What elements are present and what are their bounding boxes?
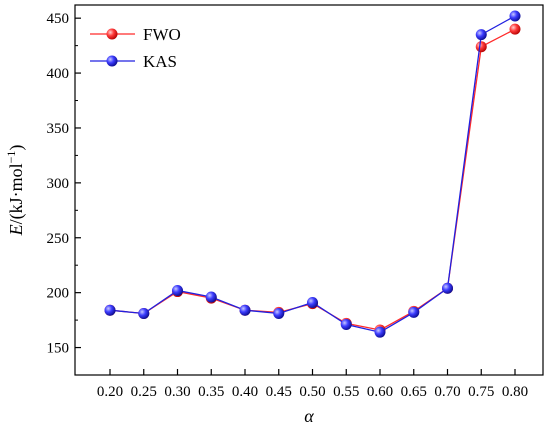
x-tick-label: 0.60: [367, 384, 393, 400]
data-point: [138, 308, 150, 320]
y-tick-label: 350: [47, 121, 70, 137]
data-point: [442, 282, 453, 294]
y-axis-title: E/(kJ·mol−1): [4, 145, 27, 237]
data-point: [172, 284, 183, 296]
y-tick-label: 450: [47, 11, 70, 27]
y-tick-label: 250: [47, 231, 70, 247]
x-tick-label: 0.35: [198, 384, 224, 400]
x-tick-label: 0.70: [434, 384, 460, 400]
data-point: [239, 304, 251, 316]
y-tick-label: 150: [47, 341, 70, 357]
y-tick-label: 300: [47, 176, 70, 192]
series-line: [109, 28, 516, 331]
data-point: [509, 10, 521, 22]
data-point: [374, 326, 386, 338]
x-tick-label: 0.30: [164, 384, 190, 400]
data-point: [509, 23, 521, 35]
plot-frame: [74, 4, 544, 376]
legend: FWO KAS: [90, 25, 181, 71]
series-kas: [104, 10, 521, 338]
data-point: [340, 318, 352, 330]
plot-area: [74, 4, 544, 376]
legend-label: FWO: [143, 25, 181, 44]
data-point: [104, 304, 116, 316]
data-point: [475, 29, 487, 41]
legend-marker: [106, 55, 118, 67]
data-point: [273, 308, 285, 320]
y-axis: 150 200 250 300 350 400 450: [47, 11, 81, 357]
x-tick-label: 0.40: [232, 384, 258, 400]
x-axis-title: α: [304, 406, 314, 426]
data-point: [205, 291, 217, 303]
x-tick-label: 0.80: [502, 384, 528, 400]
data-point: [307, 297, 318, 309]
x-axis: 0.20 0.25 0.30 0.35 0.40 0.45 0.50 0.55 0.60 0.65…: [97, 369, 528, 400]
legend-label: KAS: [143, 52, 177, 71]
x-tick-label: 0.45: [266, 384, 292, 400]
x-tick-label: 0.20: [97, 384, 123, 400]
series-layer: [104, 10, 521, 338]
data-point: [408, 306, 420, 318]
x-tick-label: 0.65: [401, 384, 427, 400]
legend-marker: [106, 28, 118, 40]
y-tick-label: 400: [47, 66, 70, 82]
x-tick-label: 0.75: [468, 384, 494, 400]
x-tick-label: 0.55: [333, 384, 359, 400]
x-tick-label: 0.25: [131, 384, 157, 400]
y-tick-label: 200: [47, 286, 70, 302]
x-tick-label: 0.50: [299, 384, 325, 400]
data-point: [475, 41, 487, 53]
